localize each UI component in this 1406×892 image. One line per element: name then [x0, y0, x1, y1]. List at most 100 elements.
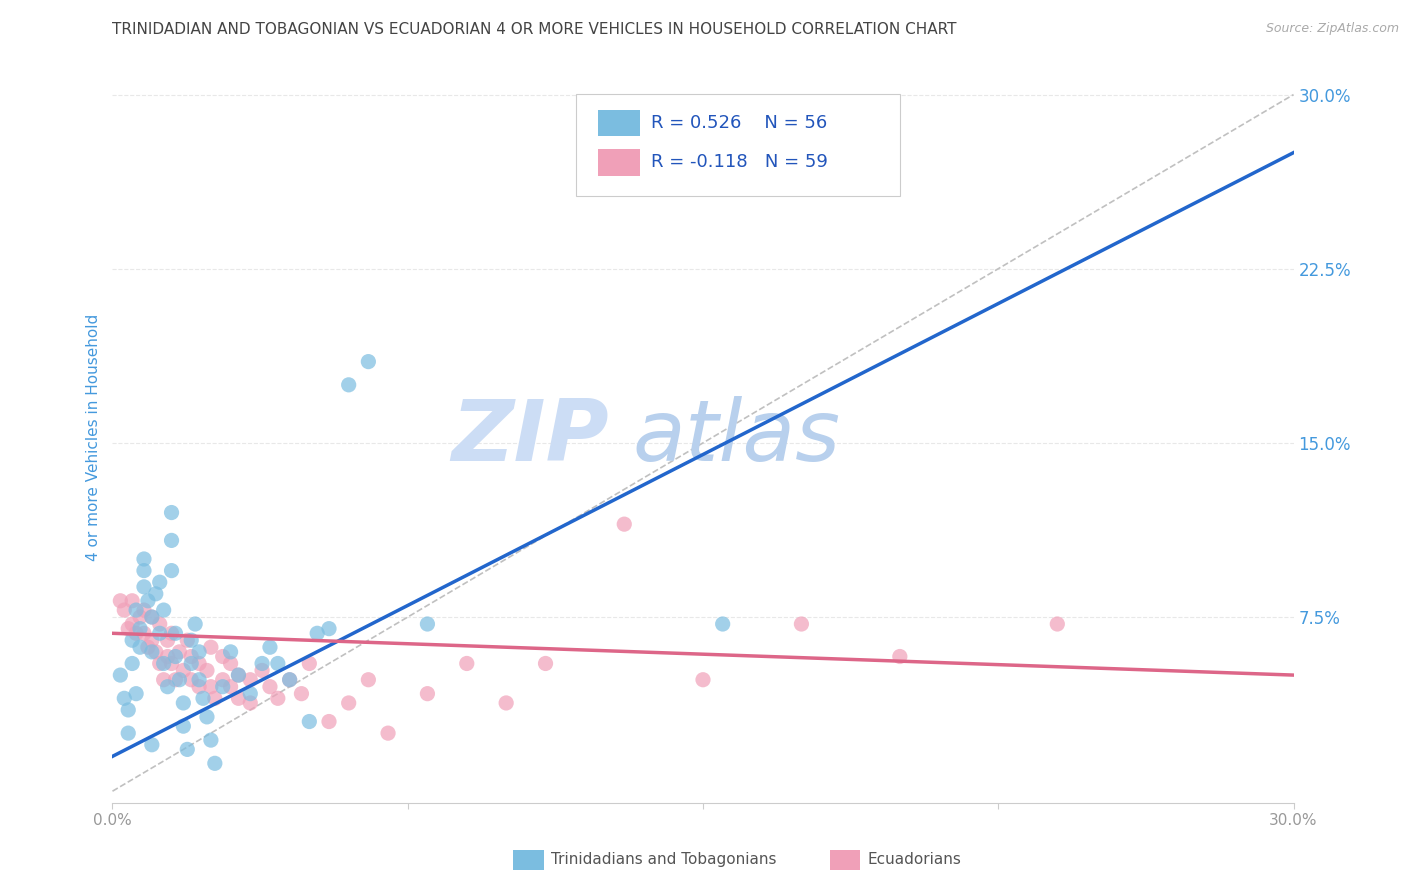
Point — [132, 552, 155, 566]
Point — [160, 533, 183, 548]
Point — [110, 594, 132, 608]
Point — [188, 657, 211, 671]
Point — [160, 626, 183, 640]
Point — [228, 691, 250, 706]
Point — [129, 640, 152, 655]
Point — [219, 680, 242, 694]
Point — [129, 610, 152, 624]
Point — [534, 657, 557, 671]
Point — [239, 673, 262, 687]
Point — [239, 687, 262, 701]
Point — [298, 714, 321, 729]
Point — [357, 673, 380, 687]
Text: atlas: atlas — [633, 395, 841, 479]
Point — [180, 657, 202, 671]
Point — [790, 617, 813, 632]
Point — [495, 696, 517, 710]
Point — [172, 664, 194, 678]
Point — [278, 673, 301, 687]
Point — [1046, 617, 1069, 632]
Point — [149, 617, 172, 632]
Point — [204, 756, 226, 771]
Point — [416, 617, 439, 632]
Point — [141, 610, 163, 624]
Point — [290, 687, 312, 701]
Point — [211, 680, 233, 694]
Text: Ecuadorians: Ecuadorians — [868, 853, 962, 867]
Point — [211, 649, 233, 664]
Point — [188, 673, 211, 687]
Point — [132, 564, 155, 578]
Point — [184, 617, 207, 632]
Point — [239, 696, 262, 710]
Point — [318, 622, 340, 636]
Text: ZIP: ZIP — [451, 395, 609, 479]
Point — [125, 626, 148, 640]
Point — [141, 738, 163, 752]
Point — [149, 626, 172, 640]
Point — [228, 668, 250, 682]
Point — [165, 673, 187, 687]
Point — [307, 626, 329, 640]
Point — [195, 710, 218, 724]
Text: R = 0.526    N = 56: R = 0.526 N = 56 — [651, 114, 827, 132]
Text: R = -0.118   N = 59: R = -0.118 N = 59 — [651, 153, 828, 171]
Point — [132, 626, 155, 640]
Point — [180, 649, 202, 664]
Point — [267, 657, 290, 671]
Point — [176, 742, 198, 756]
Point — [117, 622, 139, 636]
Point — [156, 649, 179, 664]
Point — [267, 691, 290, 706]
Point — [145, 587, 167, 601]
Text: TRINIDADIAN AND TOBAGONIAN VS ECUADORIAN 4 OR MORE VEHICLES IN HOUSEHOLD CORRELA: TRINIDADIAN AND TOBAGONIAN VS ECUADORIAN… — [112, 22, 957, 37]
Point — [200, 640, 222, 655]
Point — [357, 354, 380, 368]
Point — [259, 680, 281, 694]
Text: Source: ZipAtlas.com: Source: ZipAtlas.com — [1265, 22, 1399, 36]
Point — [188, 680, 211, 694]
Point — [228, 668, 250, 682]
Point — [200, 680, 222, 694]
Point — [172, 696, 194, 710]
Y-axis label: 4 or more Vehicles in Household: 4 or more Vehicles in Household — [86, 313, 101, 561]
Point — [318, 714, 340, 729]
Point — [692, 673, 714, 687]
Point — [156, 680, 179, 694]
Point — [176, 633, 198, 648]
Point — [204, 691, 226, 706]
Point — [117, 703, 139, 717]
Point — [165, 626, 187, 640]
Point — [132, 580, 155, 594]
Point — [250, 657, 273, 671]
Point — [278, 673, 301, 687]
Point — [180, 633, 202, 648]
Point — [132, 603, 155, 617]
Point — [889, 649, 911, 664]
Point — [156, 633, 179, 648]
Point — [456, 657, 478, 671]
Point — [149, 657, 172, 671]
Point — [136, 640, 159, 655]
Point — [200, 733, 222, 747]
Point — [219, 657, 242, 671]
Point — [169, 645, 191, 659]
Point — [160, 506, 183, 520]
Point — [250, 664, 273, 678]
Point — [188, 645, 211, 659]
Point — [259, 640, 281, 655]
Point — [112, 603, 135, 617]
Point — [121, 617, 143, 632]
Point — [149, 575, 172, 590]
Point — [117, 726, 139, 740]
Point — [129, 622, 152, 636]
Point — [141, 645, 163, 659]
Point — [141, 610, 163, 624]
Text: Trinidadians and Tobagonians: Trinidadians and Tobagonians — [551, 853, 776, 867]
Point — [112, 691, 135, 706]
Point — [152, 657, 174, 671]
Point — [180, 673, 202, 687]
Point — [613, 517, 636, 532]
Point — [377, 726, 399, 740]
Point — [136, 594, 159, 608]
